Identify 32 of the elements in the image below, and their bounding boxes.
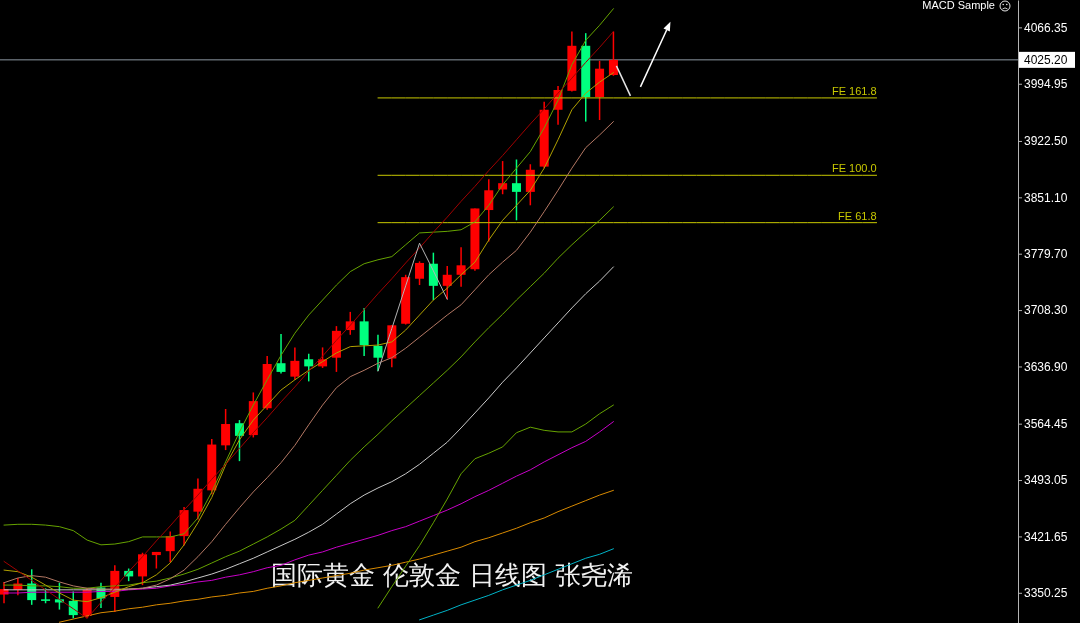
candlestick	[415, 260, 425, 286]
candlestick	[373, 334, 383, 372]
series-label: FE 100.0	[831, 162, 877, 175]
candlestick	[165, 530, 175, 563]
candlestick	[484, 178, 494, 243]
y-tick-label: 3564.45	[1024, 417, 1068, 431]
candlestick	[442, 265, 452, 301]
series-label: FE 161.8	[831, 84, 877, 97]
candlestick	[456, 246, 466, 288]
y-tick-label: 3636.90	[1024, 359, 1068, 374]
ref-line-label: 4025.20	[1024, 53, 1068, 68]
y-tick-label: 3708.30	[1024, 303, 1068, 318]
candlestick	[304, 352, 314, 383]
annotation: MACD Sample	[922, 0, 995, 11]
y-tick-label: 3851.10	[1024, 190, 1068, 205]
candlestick	[193, 477, 203, 521]
y-tick-label: 3421.65	[1024, 529, 1068, 544]
candlestick	[511, 158, 521, 222]
candlestick	[290, 346, 300, 381]
y-tick-label: 3493.05	[1024, 473, 1068, 488]
series-label: FE 61.8	[838, 209, 877, 222]
candlestick	[359, 307, 369, 357]
candlestick	[138, 551, 148, 586]
candlestick	[608, 30, 618, 77]
line-series	[377, 242, 448, 372]
y-tick-label: 3922.50	[1024, 134, 1068, 149]
y-tick-label: 4066.35	[1024, 20, 1068, 35]
candlestick	[221, 408, 231, 451]
y-tick-label: 3994.95	[1024, 77, 1068, 92]
y-tick-label: 3350.25	[1024, 586, 1068, 601]
candlestick	[276, 333, 286, 375]
y-tick-label: 3779.70	[1024, 247, 1068, 262]
